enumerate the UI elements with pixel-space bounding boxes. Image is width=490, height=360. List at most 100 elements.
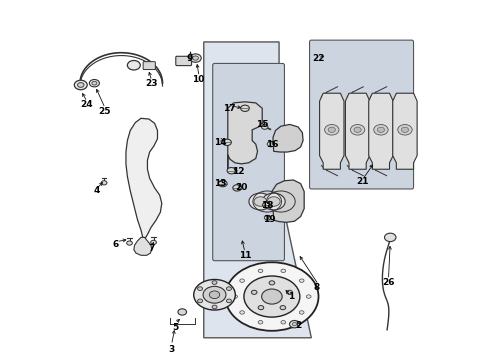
Ellipse shape	[267, 197, 280, 206]
Ellipse shape	[299, 311, 304, 314]
Polygon shape	[273, 125, 303, 152]
Text: 7: 7	[148, 244, 155, 253]
Polygon shape	[393, 93, 417, 169]
Ellipse shape	[240, 311, 245, 314]
Ellipse shape	[287, 290, 293, 294]
Ellipse shape	[263, 202, 270, 208]
FancyBboxPatch shape	[143, 62, 155, 69]
Ellipse shape	[328, 127, 335, 132]
Ellipse shape	[258, 269, 263, 273]
Ellipse shape	[269, 281, 275, 285]
Text: 12: 12	[232, 167, 244, 176]
Ellipse shape	[254, 197, 267, 206]
Text: 24: 24	[80, 100, 93, 109]
Ellipse shape	[178, 309, 187, 315]
Ellipse shape	[293, 323, 296, 326]
Text: 10: 10	[192, 75, 204, 84]
Ellipse shape	[197, 299, 202, 303]
Ellipse shape	[398, 125, 412, 135]
Ellipse shape	[212, 305, 217, 309]
Polygon shape	[134, 237, 152, 255]
Text: 26: 26	[382, 278, 394, 287]
Ellipse shape	[194, 279, 235, 310]
Polygon shape	[272, 180, 304, 222]
Ellipse shape	[89, 80, 99, 87]
Ellipse shape	[225, 262, 318, 331]
Ellipse shape	[290, 320, 299, 328]
Ellipse shape	[281, 269, 286, 273]
Ellipse shape	[74, 80, 87, 90]
Ellipse shape	[190, 54, 201, 62]
Ellipse shape	[299, 279, 304, 282]
Polygon shape	[368, 93, 393, 169]
Ellipse shape	[197, 287, 202, 291]
Text: 23: 23	[145, 80, 157, 89]
Text: 11: 11	[239, 251, 251, 260]
Ellipse shape	[203, 286, 226, 303]
Text: 8: 8	[314, 283, 320, 292]
Ellipse shape	[251, 290, 257, 294]
Text: 25: 25	[98, 107, 111, 116]
Text: 22: 22	[312, 54, 325, 63]
Ellipse shape	[267, 141, 274, 147]
Polygon shape	[345, 93, 370, 169]
Ellipse shape	[227, 167, 236, 174]
Ellipse shape	[151, 240, 156, 244]
Ellipse shape	[249, 193, 272, 210]
Ellipse shape	[101, 181, 107, 185]
Polygon shape	[228, 102, 262, 169]
Text: 16: 16	[266, 140, 278, 149]
Ellipse shape	[354, 127, 361, 132]
Ellipse shape	[127, 60, 140, 70]
Ellipse shape	[226, 299, 231, 303]
Polygon shape	[126, 118, 162, 238]
Text: 21: 21	[356, 177, 369, 186]
Ellipse shape	[223, 139, 231, 145]
Text: 5: 5	[172, 323, 178, 332]
Text: 15: 15	[256, 120, 269, 129]
FancyBboxPatch shape	[213, 63, 285, 261]
FancyBboxPatch shape	[310, 40, 414, 189]
Ellipse shape	[219, 180, 227, 187]
Ellipse shape	[92, 81, 97, 85]
Text: 1: 1	[288, 292, 294, 301]
Ellipse shape	[258, 320, 263, 324]
Polygon shape	[319, 93, 344, 169]
Text: 13: 13	[214, 179, 227, 188]
Ellipse shape	[233, 185, 242, 191]
Ellipse shape	[233, 295, 237, 298]
Ellipse shape	[262, 289, 282, 304]
Ellipse shape	[258, 306, 264, 310]
Ellipse shape	[385, 233, 396, 242]
Ellipse shape	[77, 82, 84, 87]
Text: 3: 3	[169, 345, 174, 354]
Ellipse shape	[193, 56, 198, 60]
Ellipse shape	[377, 127, 385, 132]
Ellipse shape	[262, 193, 285, 210]
Text: 9: 9	[186, 54, 193, 63]
Ellipse shape	[226, 287, 231, 291]
Ellipse shape	[401, 127, 409, 132]
Ellipse shape	[126, 241, 132, 245]
Ellipse shape	[262, 125, 268, 129]
FancyBboxPatch shape	[176, 56, 192, 66]
Text: 19: 19	[263, 215, 276, 224]
Ellipse shape	[244, 276, 300, 317]
Ellipse shape	[265, 215, 271, 220]
Ellipse shape	[281, 320, 286, 324]
Ellipse shape	[306, 295, 311, 298]
Ellipse shape	[280, 306, 286, 310]
Text: 17: 17	[222, 104, 235, 113]
Text: 2: 2	[295, 321, 301, 330]
Text: 18: 18	[261, 201, 273, 210]
Ellipse shape	[209, 291, 220, 298]
Ellipse shape	[241, 105, 249, 112]
Polygon shape	[204, 42, 311, 338]
Ellipse shape	[212, 281, 217, 284]
Ellipse shape	[350, 125, 365, 135]
Text: 6: 6	[113, 240, 119, 249]
Text: 4: 4	[94, 186, 100, 195]
Ellipse shape	[374, 125, 388, 135]
Text: 20: 20	[235, 183, 247, 192]
Ellipse shape	[240, 279, 245, 282]
